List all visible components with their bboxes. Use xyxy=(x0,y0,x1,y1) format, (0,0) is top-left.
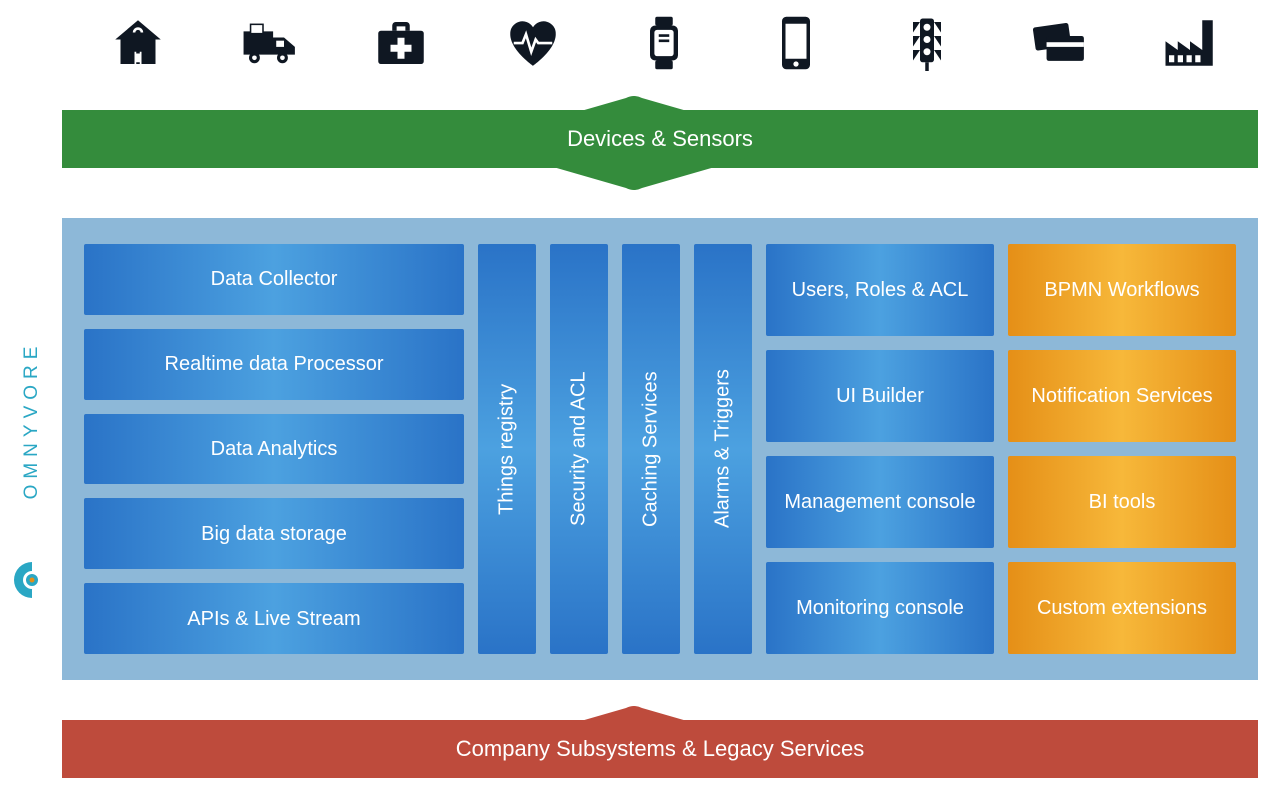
legacy-banner-label: Company Subsystems & Legacy Services xyxy=(456,736,864,762)
smartwatch-icon xyxy=(636,15,692,76)
delivery-truck-icon xyxy=(242,15,298,76)
box-big-data-storage: Big data storage xyxy=(84,498,464,569)
credit-cards-icon xyxy=(1031,15,1087,76)
smartphone-icon xyxy=(768,15,824,76)
box-data-analytics: Data Analytics xyxy=(84,414,464,485)
heart-rate-icon xyxy=(505,15,561,76)
box-data-collector: Data Collector xyxy=(84,244,464,315)
brand-logo: OMNYVORE xyxy=(8,300,56,600)
brand-name: OMNYVORE xyxy=(21,341,43,500)
right-blue-column: Users, Roles & ACL UI Builder Management… xyxy=(766,244,994,654)
traffic-light-icon xyxy=(899,15,955,76)
devices-banner-label: Devices & Sensors xyxy=(567,126,753,152)
box-apis-live-stream: APIs & Live Stream xyxy=(84,583,464,654)
medkit-icon xyxy=(373,15,429,76)
device-icon-row xyxy=(100,10,1228,80)
factory-icon xyxy=(1162,15,1218,76)
box-bi-tools: BI tools xyxy=(1008,456,1236,548)
vbox-security-acl: Security and ACL xyxy=(550,244,608,654)
box-realtime-processor: Realtime data Processor xyxy=(84,329,464,400)
vbox-caching: Caching Services xyxy=(622,244,680,654)
right-orange-column: BPMN Workflows Notification Services BI … xyxy=(1008,244,1236,654)
vbox-alarms: Alarms & Triggers xyxy=(694,244,752,654)
legacy-banner: Company Subsystems & Legacy Services xyxy=(62,720,1258,778)
box-monitoring-console: Monitoring console xyxy=(766,562,994,654)
core-platform-panel: Data Collector Realtime data Processor D… xyxy=(62,218,1258,680)
box-users-roles: Users, Roles & ACL xyxy=(766,244,994,336)
brand-mark-icon xyxy=(12,560,52,600)
box-notification: Notification Services xyxy=(1008,350,1236,442)
box-bpmn: BPMN Workflows xyxy=(1008,244,1236,336)
vbox-things-registry: Things registry xyxy=(478,244,536,654)
box-mgmt-console: Management console xyxy=(766,456,994,548)
left-column: Data Collector Realtime data Processor D… xyxy=(84,244,464,654)
green-arrow-bottom xyxy=(514,150,754,194)
box-custom-ext: Custom extensions xyxy=(1008,562,1236,654)
smart-home-icon xyxy=(110,15,166,76)
box-ui-builder: UI Builder xyxy=(766,350,994,442)
